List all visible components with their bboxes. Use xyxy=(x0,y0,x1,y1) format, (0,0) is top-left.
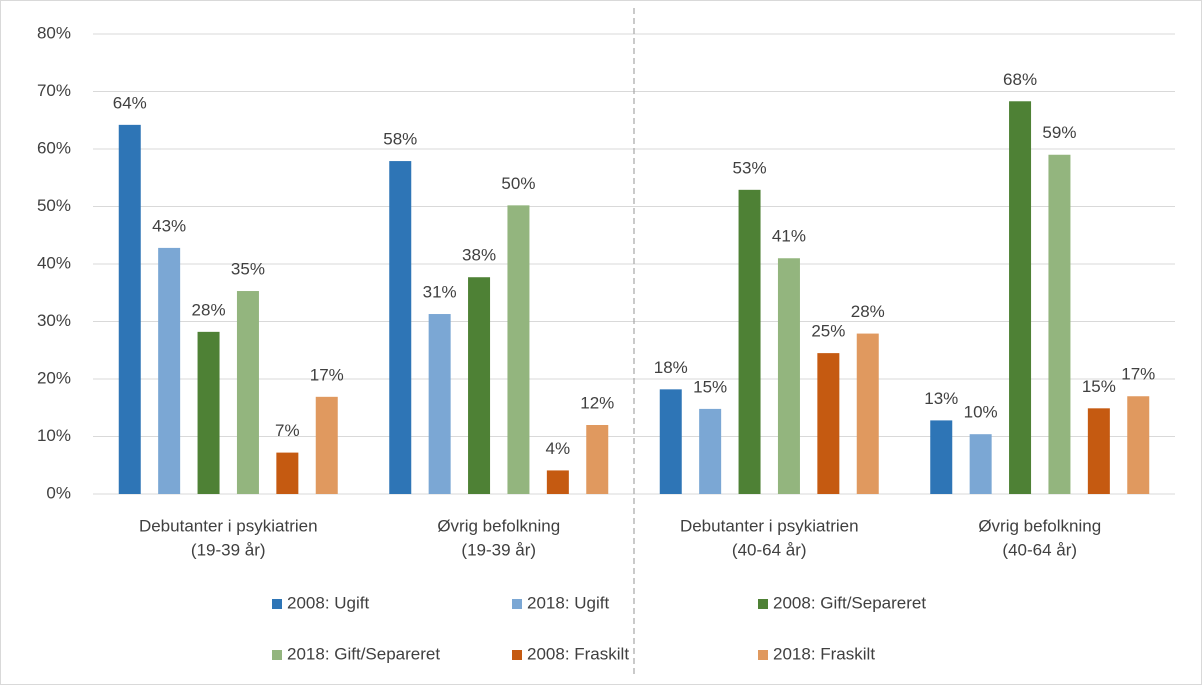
legend-label: 2018: Ugift xyxy=(527,593,609,612)
y-tick-label: 30% xyxy=(37,311,71,330)
data-label: 68% xyxy=(1003,70,1037,89)
x-tick-label: Øvrig befolkning xyxy=(978,516,1101,535)
x-tick-label: (19-39 år) xyxy=(461,540,536,559)
bar xyxy=(236,291,259,494)
data-label: 13% xyxy=(924,389,958,408)
bar xyxy=(777,258,800,494)
data-label: 50% xyxy=(501,174,535,193)
legend-label: 2018: Fraskilt xyxy=(773,644,875,663)
y-tick-label: 0% xyxy=(46,483,71,502)
bar xyxy=(158,247,181,494)
bar xyxy=(738,189,761,494)
data-label: 12% xyxy=(580,393,614,412)
bar xyxy=(276,452,299,494)
legend-label: 2008: Gift/Separeret xyxy=(773,593,926,612)
x-tick-label: Debutanter i psykiatrien xyxy=(139,516,318,535)
y-tick-label: 70% xyxy=(37,81,71,100)
data-label: 28% xyxy=(851,302,885,321)
bar xyxy=(1009,101,1032,495)
bar xyxy=(817,353,840,494)
legend-swatch xyxy=(758,599,768,609)
bar xyxy=(1087,408,1110,494)
data-label: 38% xyxy=(462,246,496,265)
bar xyxy=(1127,396,1150,494)
x-tick-label: (40-64 år) xyxy=(732,540,807,559)
legend-swatch xyxy=(512,650,522,660)
x-tick-label: Debutanter i psykiatrien xyxy=(680,516,859,535)
data-label: 17% xyxy=(310,365,344,384)
legend-swatch xyxy=(272,599,282,609)
data-label: 43% xyxy=(152,216,186,235)
bar xyxy=(699,408,722,494)
bar xyxy=(468,277,491,494)
legend-label: 2008: Ugift xyxy=(287,593,369,612)
y-tick-label: 10% xyxy=(37,426,71,445)
bar xyxy=(659,389,682,494)
bar xyxy=(118,124,141,494)
data-label: 41% xyxy=(772,227,806,246)
data-label: 64% xyxy=(113,93,147,112)
data-label: 15% xyxy=(693,377,727,396)
data-label: 59% xyxy=(1042,123,1076,142)
y-tick-label: 60% xyxy=(37,138,71,157)
x-tick-label: Øvrig befolkning xyxy=(437,516,560,535)
data-label: 10% xyxy=(964,403,998,422)
bar xyxy=(315,396,338,494)
x-tick-label: (40-64 år) xyxy=(1002,540,1077,559)
legend-label: 2008: Fraskilt xyxy=(527,644,629,663)
bar xyxy=(1048,154,1071,494)
bar xyxy=(546,470,569,494)
bar xyxy=(428,314,451,494)
bar xyxy=(197,331,220,494)
data-label: 18% xyxy=(654,358,688,377)
data-label: 35% xyxy=(231,260,265,279)
y-tick-label: 40% xyxy=(37,253,71,272)
data-label: 4% xyxy=(546,439,571,458)
data-label: 17% xyxy=(1121,365,1155,384)
bar xyxy=(507,205,530,494)
legend-swatch xyxy=(512,599,522,609)
bar xyxy=(969,434,992,494)
data-label: 7% xyxy=(275,421,300,440)
bar xyxy=(586,425,609,494)
data-label: 25% xyxy=(811,322,845,341)
bar xyxy=(856,333,879,494)
data-label: 31% xyxy=(423,283,457,302)
data-label: 58% xyxy=(383,130,417,149)
bar xyxy=(930,420,953,494)
bar xyxy=(389,161,412,494)
y-tick-label: 20% xyxy=(37,368,71,387)
y-tick-label: 50% xyxy=(37,196,71,215)
legend-swatch xyxy=(272,650,282,660)
y-tick-label: 80% xyxy=(37,23,71,42)
legend-swatch xyxy=(758,650,768,660)
data-label: 15% xyxy=(1082,377,1116,396)
data-label: 28% xyxy=(192,300,226,319)
x-tick-label: (19-39 år) xyxy=(191,540,266,559)
data-label: 53% xyxy=(733,158,767,177)
legend-label: 2018: Gift/Separeret xyxy=(287,644,440,663)
